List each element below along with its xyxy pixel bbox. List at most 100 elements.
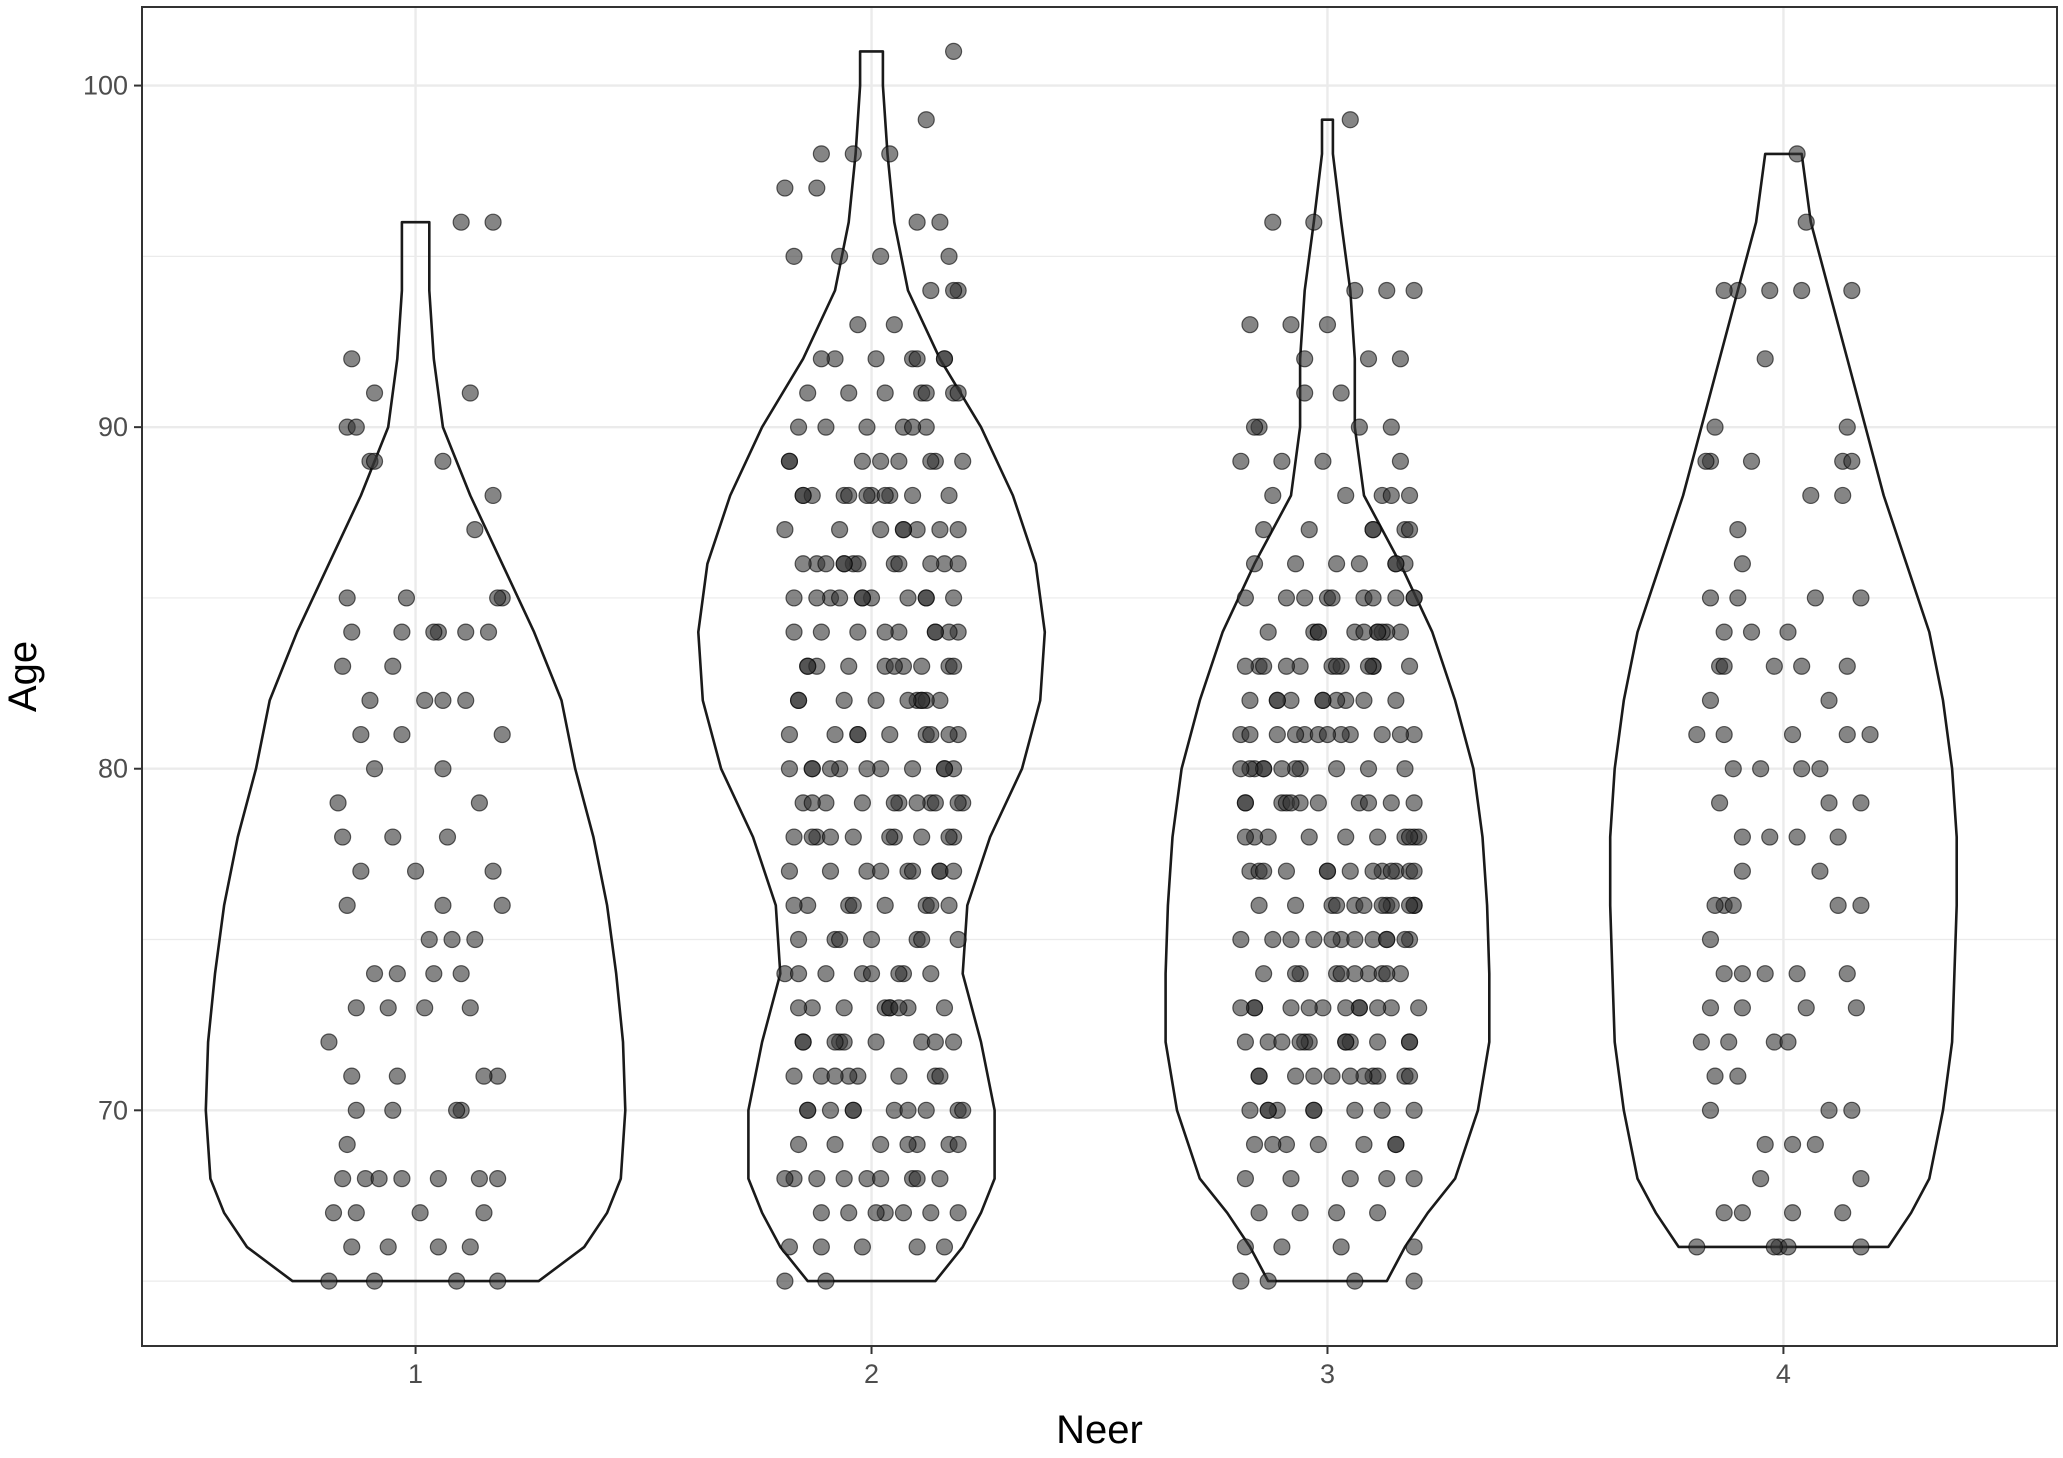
data-point <box>1400 1033 1419 1051</box>
data-point <box>1373 1101 1391 1119</box>
data-point <box>1697 452 1715 470</box>
data-point <box>1236 1238 1255 1256</box>
data-point <box>1277 589 1296 607</box>
data-point <box>858 760 876 778</box>
data-point <box>1296 350 1314 368</box>
data-point <box>1829 896 1847 914</box>
data-point <box>484 486 502 505</box>
data-point <box>1337 828 1355 846</box>
data-point <box>785 828 803 846</box>
data-point <box>1843 1101 1861 1119</box>
data-point <box>808 179 826 197</box>
data-point <box>1729 589 1747 607</box>
data-point <box>890 965 908 983</box>
data-point <box>1318 316 1337 334</box>
data-point <box>324 1204 343 1222</box>
violin-outline-3 <box>1164 118 1491 1283</box>
data-point <box>803 828 821 846</box>
data-point <box>1783 725 1802 744</box>
data-point <box>881 145 899 163</box>
data-point <box>881 725 899 744</box>
data-point <box>922 896 940 914</box>
data-point <box>1405 1238 1423 1256</box>
data-point <box>1346 1272 1364 1290</box>
data-point <box>1405 794 1423 812</box>
data-point <box>1733 555 1751 573</box>
data-point <box>1255 965 1273 983</box>
data-point <box>338 896 356 914</box>
data-point <box>1268 725 1286 744</box>
data-point <box>429 1238 447 1256</box>
data-point <box>903 486 922 505</box>
data-point <box>812 1204 830 1222</box>
data-point <box>840 657 858 675</box>
data-point <box>1359 657 1378 675</box>
grid-lines <box>142 7 2057 1346</box>
data-point <box>1264 213 1282 231</box>
data-point <box>1323 1067 1341 1085</box>
data-point <box>1296 384 1314 402</box>
data-point <box>831 589 849 607</box>
data-point <box>858 418 876 436</box>
data-point <box>1701 999 1720 1017</box>
data-point <box>1756 350 1774 368</box>
data-point <box>1715 725 1733 744</box>
data-point <box>489 589 507 607</box>
data-point <box>1706 896 1724 914</box>
data-point <box>1701 691 1720 710</box>
data-point <box>903 862 922 880</box>
data-point <box>1337 999 1355 1017</box>
data-point <box>1273 1238 1291 1256</box>
data-point <box>885 657 903 675</box>
data-point <box>1820 1101 1838 1119</box>
data-point <box>1806 589 1824 607</box>
data-point <box>867 1204 885 1222</box>
data-point <box>826 1135 844 1154</box>
data-point <box>808 589 826 607</box>
data-point <box>1255 862 1273 880</box>
data-point <box>949 1204 967 1222</box>
data-point <box>1236 828 1255 846</box>
data-point <box>1701 589 1720 607</box>
data-point <box>434 691 452 710</box>
data-point <box>872 452 890 470</box>
data-point <box>1309 1135 1327 1154</box>
data-point <box>1236 1033 1255 1051</box>
data-point <box>434 452 452 470</box>
data-point <box>1692 1033 1710 1051</box>
data-point <box>334 657 352 675</box>
data-point <box>1364 521 1382 539</box>
data-point <box>365 760 384 778</box>
data-point <box>780 760 799 778</box>
data-point <box>1337 486 1355 505</box>
data-point <box>1241 725 1259 744</box>
data-point <box>365 452 384 470</box>
data-point <box>1387 691 1405 710</box>
data-point <box>876 896 894 914</box>
data-point <box>776 521 794 539</box>
data-point <box>1400 486 1419 505</box>
data-point <box>347 1101 365 1119</box>
data-point <box>894 1204 913 1222</box>
data-point <box>1405 1101 1423 1119</box>
data-point <box>844 828 862 846</box>
data-point <box>1250 896 1268 914</box>
data-point <box>1852 1170 1870 1188</box>
data-point <box>484 862 502 880</box>
data-point <box>1752 1170 1770 1188</box>
data-point <box>785 589 803 607</box>
data-point <box>926 623 944 641</box>
data-point <box>1779 623 1797 641</box>
data-point <box>1733 1204 1751 1222</box>
data-point <box>1332 965 1350 983</box>
data-point <box>388 1067 406 1085</box>
data-point <box>840 384 858 402</box>
data-point <box>931 1170 949 1188</box>
data-point <box>899 589 917 607</box>
data-point <box>931 213 949 231</box>
data-point <box>1264 930 1282 949</box>
data-point <box>1838 965 1856 983</box>
data-point <box>785 623 803 641</box>
data-point <box>461 999 479 1017</box>
x-axis: 1 2 3 4 <box>408 1346 1791 1389</box>
